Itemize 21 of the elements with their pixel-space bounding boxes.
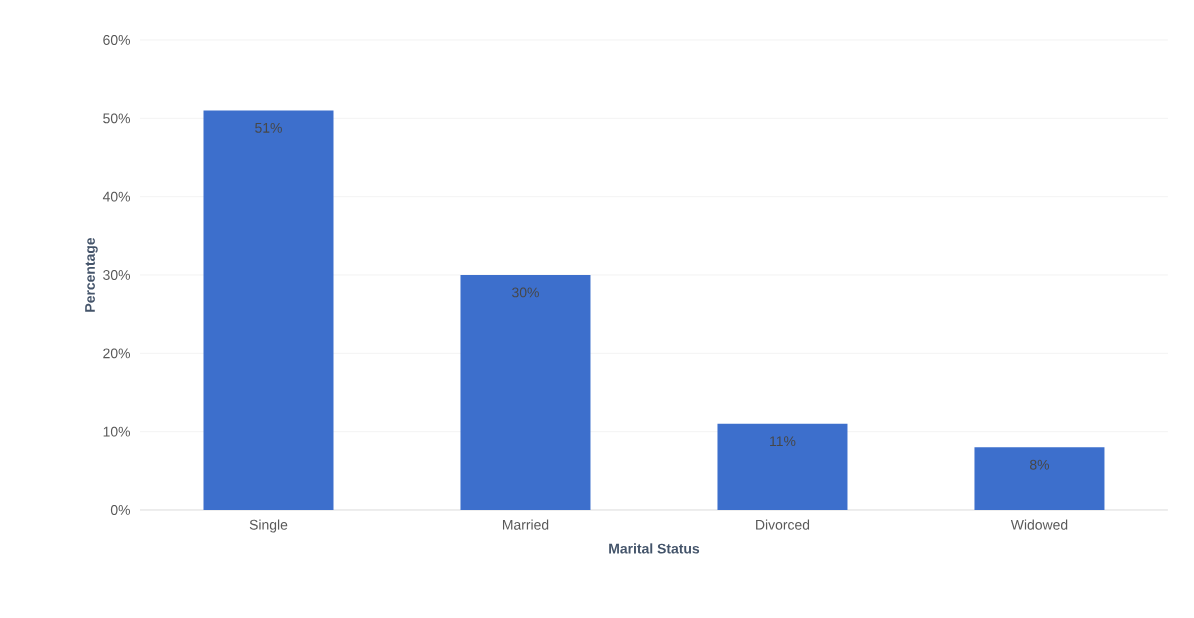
y-tick-label: 10% <box>103 426 130 437</box>
data-label: 30% <box>512 287 539 298</box>
data-label: 51% <box>255 122 282 133</box>
x-tick-label: Married <box>502 519 549 530</box>
bar <box>717 423 848 510</box>
y-tick-label: 0% <box>110 505 131 515</box>
x-tick-label: Single <box>249 519 288 533</box>
y-tick-label: 20% <box>103 348 130 359</box>
y-axis-title: Percentage <box>85 237 98 312</box>
y-tick-label: 30% <box>103 270 130 280</box>
y-tick-label: 50% <box>103 113 130 124</box>
data-label: 8% <box>1029 459 1050 470</box>
bar <box>974 447 1105 510</box>
y-tick-label: 60% <box>103 35 130 45</box>
x-tick-label: Widowed <box>1010 519 1068 530</box>
bar <box>460 275 591 510</box>
x-axis-title: Marital Status <box>609 543 700 554</box>
bar <box>203 110 334 510</box>
data-label: 11% <box>770 436 796 447</box>
y-tick-label: 40% <box>102 191 130 202</box>
x-tick-label: Divorced <box>756 519 810 530</box>
